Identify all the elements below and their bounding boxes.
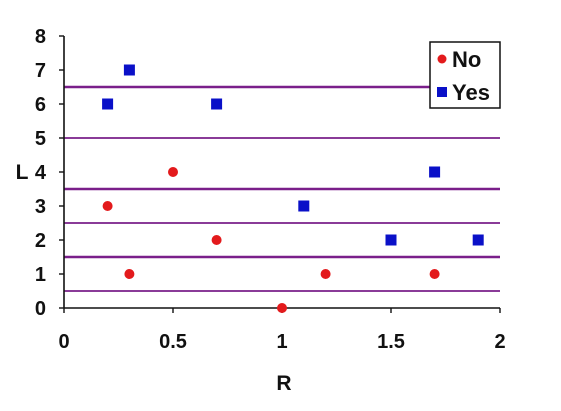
point-no-3 (212, 235, 222, 245)
point-no-6 (430, 269, 440, 279)
x-tick-label-4: 2 (494, 331, 505, 353)
point-yes-3 (298, 201, 309, 212)
legend-marker-no (438, 55, 447, 64)
y-tick-label-6: 6 (35, 94, 46, 116)
y-tick-label-1: 1 (35, 264, 46, 286)
point-yes-1 (124, 65, 135, 76)
point-yes-5 (429, 167, 440, 178)
x-tick-label-2: 1 (276, 331, 287, 353)
threshold-lines (64, 87, 500, 291)
y-tick-label-8: 8 (35, 26, 46, 48)
point-no-5 (321, 269, 331, 279)
point-yes-0 (102, 99, 113, 110)
y-tick-label-7: 7 (35, 60, 46, 82)
x-axis-title: R (276, 372, 291, 395)
point-no-4 (277, 303, 287, 313)
legend-marker-yes (437, 87, 447, 97)
point-yes-6 (473, 235, 484, 246)
x-tick-label-1: 0.5 (159, 331, 187, 353)
y-tick-label-3: 3 (35, 196, 46, 218)
y-tick-label-5: 5 (35, 128, 46, 150)
y-tick-labels: 0 1 2 3 4 5 6 7 8 (35, 26, 47, 320)
point-yes-2 (211, 99, 222, 110)
y-axis-title: L (16, 161, 29, 184)
x-tick-labels: 0 0.5 1 1.5 2 (58, 331, 505, 353)
legend-label-yes: Yes (452, 80, 490, 105)
y-tick-label-4: 4 (35, 162, 47, 184)
y-tick-label-0: 0 (35, 298, 46, 320)
point-no-2 (168, 167, 178, 177)
y-tick-label-2: 2 (35, 230, 46, 252)
legend: No Yes (430, 42, 500, 108)
legend-label-no: No (452, 47, 481, 72)
point-no-1 (124, 269, 134, 279)
point-no-0 (103, 201, 113, 211)
x-tick-label-3: 1.5 (377, 331, 405, 353)
point-yes-4 (386, 235, 397, 246)
x-tick-label-0: 0 (58, 331, 69, 353)
